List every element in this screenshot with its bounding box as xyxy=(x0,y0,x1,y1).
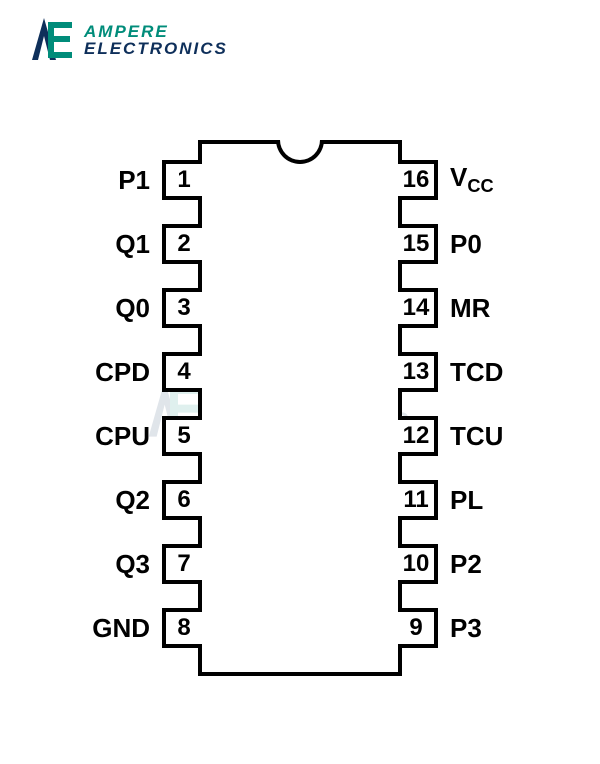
chip-body xyxy=(198,140,402,676)
pin-13: 13 TCD xyxy=(398,350,568,394)
pin-label-4: CPD xyxy=(95,357,150,388)
pin-label-11: PL xyxy=(450,485,483,516)
pin-number-7: 7 xyxy=(162,544,202,584)
brand-logo: AMPERE ELECTRONICS xyxy=(18,10,228,70)
pin-number-1: 1 xyxy=(162,160,202,200)
pin-6: Q2 6 xyxy=(60,478,202,522)
pin-label-12: TCU xyxy=(450,421,503,452)
pin-label-16: VCC xyxy=(450,162,494,197)
pin-number-5: 5 xyxy=(162,416,202,456)
pin-5: CPU 5 xyxy=(60,414,202,458)
pin-label-6: Q2 xyxy=(115,485,150,516)
pin-label-5: CPU xyxy=(95,421,150,452)
pin-number-10: 10 xyxy=(398,544,438,584)
pin-12: 12 TCU xyxy=(398,414,568,458)
pin-9: 9 P3 xyxy=(398,606,568,650)
pin-number-2: 2 xyxy=(162,224,202,264)
pin-label-10: P2 xyxy=(450,549,482,580)
pin-label-7: Q3 xyxy=(115,549,150,580)
pin-number-15: 15 xyxy=(398,224,438,264)
logo-line2: ELECTRONICS xyxy=(84,40,228,57)
pin-label-15: P0 xyxy=(450,229,482,260)
pin-label-3: Q0 xyxy=(115,293,150,324)
pin-10: 10 P2 xyxy=(398,542,568,586)
pin-14: 14 MR xyxy=(398,286,568,330)
pin-label-9: P3 xyxy=(450,613,482,644)
logo-mark-icon xyxy=(18,10,78,70)
pin-number-6: 6 xyxy=(162,480,202,520)
pin-number-8: 8 xyxy=(162,608,202,648)
pin-number-12: 12 xyxy=(398,416,438,456)
pin-number-3: 3 xyxy=(162,288,202,328)
pin-number-16: 16 xyxy=(398,160,438,200)
pin-label-14: MR xyxy=(450,293,490,324)
pin-11: 11 PL xyxy=(398,478,568,522)
pin-16: 16 VCC xyxy=(398,158,568,202)
pin-7: Q3 7 xyxy=(60,542,202,586)
pin-8: GND 8 xyxy=(60,606,202,650)
pin-label-13: TCD xyxy=(450,357,503,388)
pin-number-4: 4 xyxy=(162,352,202,392)
pin-label-8: GND xyxy=(92,613,150,644)
pin-number-11: 11 xyxy=(398,480,438,520)
pin-1: P1 1 xyxy=(60,158,202,202)
pin-label-1: P1 xyxy=(118,165,150,196)
pin-number-13: 13 xyxy=(398,352,438,392)
pin-label-2: Q1 xyxy=(115,229,150,260)
pin-2: Q1 2 xyxy=(60,222,202,266)
pin-15: 15 P0 xyxy=(398,222,568,266)
logo-line1: AMPERE xyxy=(84,23,228,40)
pin-number-14: 14 xyxy=(398,288,438,328)
pin-4: CPD 4 xyxy=(60,350,202,394)
pin-number-9: 9 xyxy=(398,608,438,648)
logo-text: AMPERE ELECTRONICS xyxy=(84,23,228,57)
pin-3: Q0 3 xyxy=(60,286,202,330)
chip-notch-icon xyxy=(276,140,324,164)
